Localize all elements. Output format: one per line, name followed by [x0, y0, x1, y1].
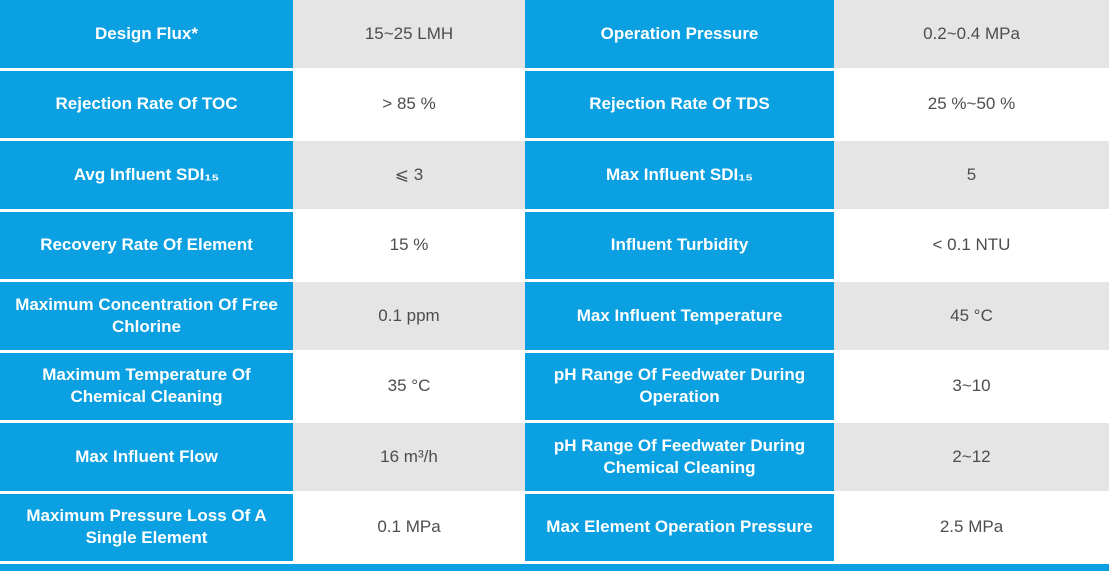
label-max-influent-temperature: Max Influent Temperature: [525, 282, 834, 350]
value-max-influent-sdi: 5: [834, 141, 1109, 209]
label-max-influent-flow: Max Influent Flow: [0, 423, 293, 491]
value-design-flux: 15~25 LMH: [293, 0, 525, 68]
label-ph-range-chemical-cleaning: pH Range Of Feedwater During Chemical Cl…: [525, 423, 834, 491]
value-max-pressure-loss-single-element: 0.1 MPa: [293, 493, 525, 561]
value-max-concentration-free-chlorine: 0.1 ppm: [293, 282, 525, 350]
value-ph-range-chemical-cleaning: 2~12: [834, 423, 1109, 491]
value-influent-turbidity: < 0.1 NTU: [834, 211, 1109, 279]
label-ph-range-operation: pH Range Of Feedwater During Operation: [525, 352, 834, 420]
label-recovery-rate-element: Recovery Rate Of Element: [0, 211, 293, 279]
value-operation-pressure: 0.2~0.4 MPa: [834, 0, 1109, 68]
value-avg-influent-sdi: ⩽ 3: [293, 141, 525, 209]
value-recovery-rate-element: 15 %: [293, 211, 525, 279]
bottom-accent-bar: [0, 564, 1109, 571]
label-max-influent-sdi: Max Influent SDI₁₅: [525, 141, 834, 209]
label-influent-turbidity: Influent Turbidity: [525, 211, 834, 279]
label-rejection-rate-toc: Rejection Rate Of TOC: [0, 70, 293, 138]
label-max-temperature-chemical-cleaning: Maximum Temperature Of Chemical Cleaning: [0, 352, 293, 420]
label-operation-pressure: Operation Pressure: [525, 0, 834, 68]
label-design-flux: Design Flux*: [0, 0, 293, 68]
row-separator: [0, 561, 1109, 564]
value-rejection-rate-toc: > 85 %: [293, 70, 525, 138]
label-max-element-operation-pressure: Max Element Operation Pressure: [525, 493, 834, 561]
label-max-concentration-free-chlorine: Maximum Concentration Of Free Chlorine: [0, 282, 293, 350]
value-max-temperature-chemical-cleaning: 35 °C: [293, 352, 525, 420]
label-avg-influent-sdi: Avg Influent SDI₁₅: [0, 141, 293, 209]
label-max-pressure-loss-single-element: Maximum Pressure Loss Of A Single Elemen…: [0, 493, 293, 561]
value-rejection-rate-tds: 25 %~50 %: [834, 70, 1109, 138]
value-max-influent-flow: 16 m³/h: [293, 423, 525, 491]
label-rejection-rate-tds: Rejection Rate Of TDS: [525, 70, 834, 138]
value-max-influent-temperature: 45 °C: [834, 282, 1109, 350]
value-max-element-operation-pressure: 2.5 MPa: [834, 493, 1109, 561]
value-ph-range-operation: 3~10: [834, 352, 1109, 420]
